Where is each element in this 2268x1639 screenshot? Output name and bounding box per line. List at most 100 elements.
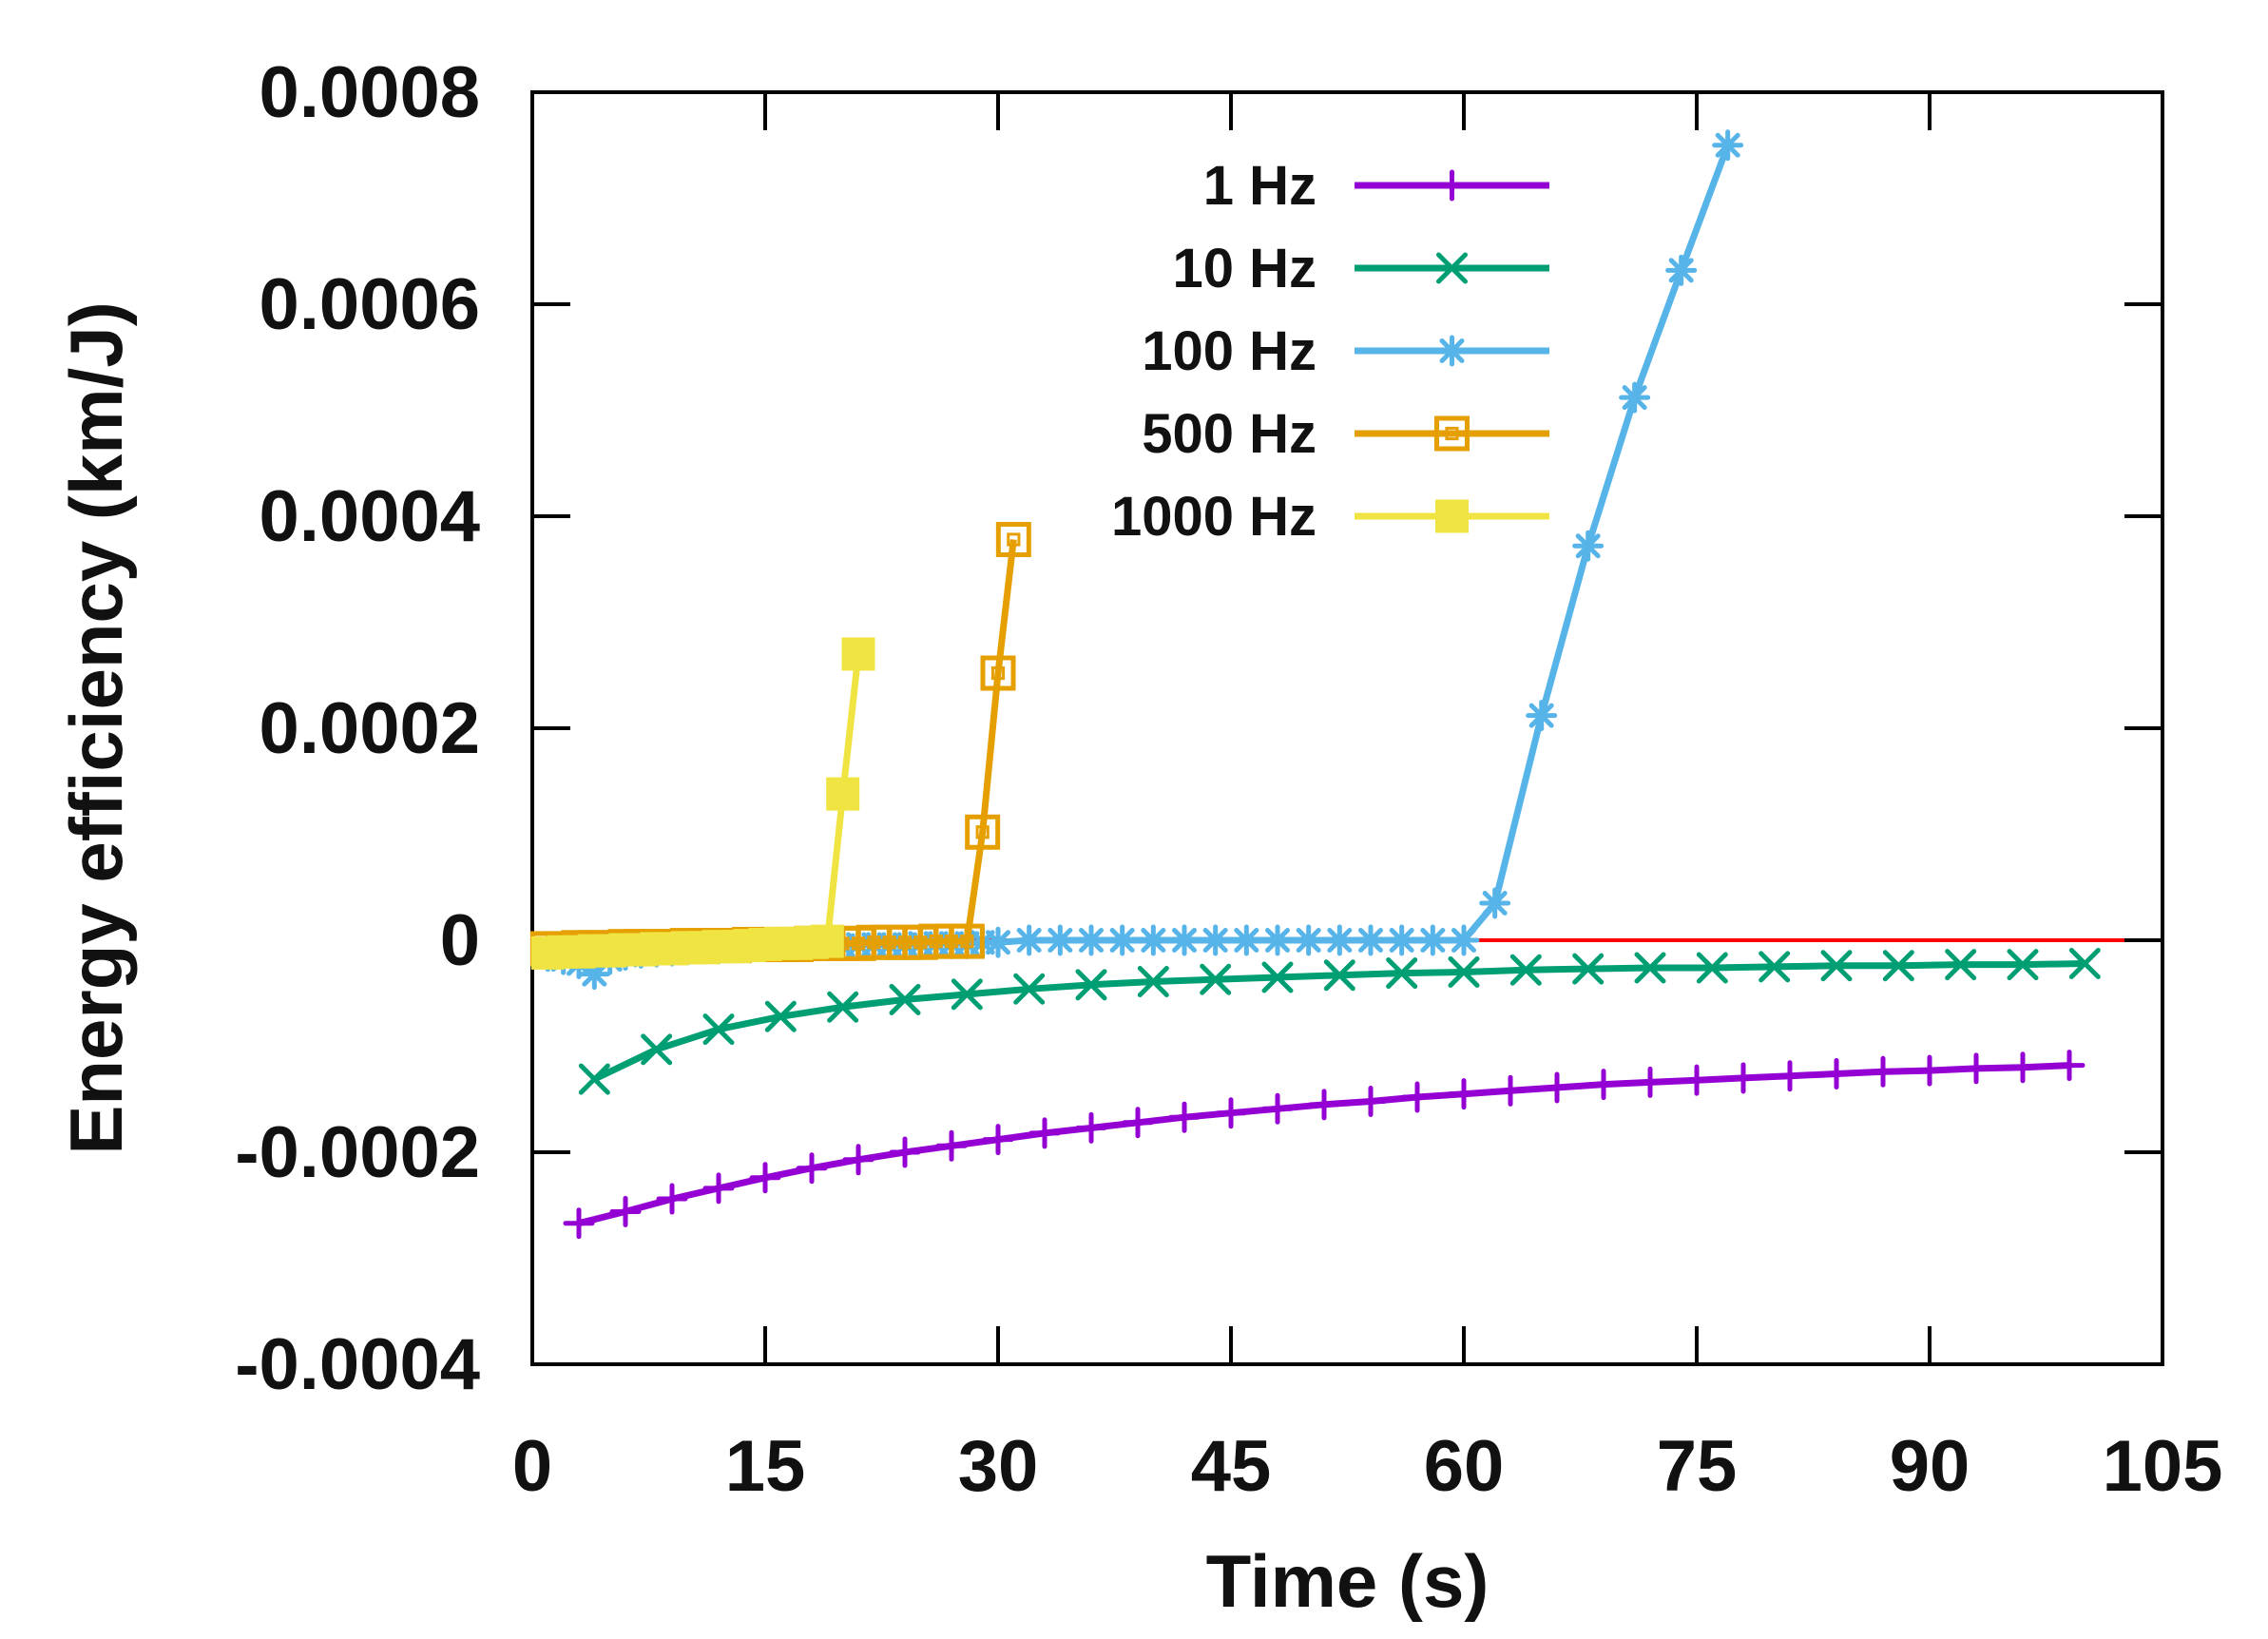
legend-label: 10 Hz bbox=[1172, 238, 1317, 299]
data-point-1-hz bbox=[1820, 1057, 1853, 1089]
data-point-1-hz bbox=[982, 1124, 1014, 1156]
data-point-1-hz bbox=[1913, 1054, 1946, 1087]
data-point-500-hz bbox=[995, 522, 1031, 558]
axis-ticks: -0.0004 -0.0002 0 0.0002 0.0004 0.0006 0.0008 0… bbox=[235, 52, 2222, 1507]
data-point-100-hz bbox=[1712, 129, 1744, 162]
x-tick-label: 90 bbox=[1890, 1426, 1970, 1507]
data-point-1-hz bbox=[1075, 1111, 1107, 1144]
legend-item-10-hz: 10 Hz bbox=[1172, 238, 1549, 299]
data-point-10-hz bbox=[1448, 955, 1480, 988]
data-point-100-hz bbox=[1230, 924, 1262, 956]
legend-marker bbox=[1436, 335, 1468, 367]
legend-marker bbox=[1434, 415, 1470, 452]
data-point-1-hz bbox=[1587, 1069, 1620, 1101]
data-point-1-hz bbox=[1448, 1078, 1480, 1110]
y-tick-label: -0.0002 bbox=[235, 1112, 480, 1193]
legend-item-500-hz: 500 Hz bbox=[1142, 403, 1549, 465]
data-point-1-hz bbox=[1634, 1066, 1666, 1098]
data-point-100-hz bbox=[1619, 381, 1651, 414]
data-point-1-hz bbox=[1541, 1071, 1573, 1104]
series-line-10-hz bbox=[592, 960, 2085, 1083]
data-point-1-hz bbox=[702, 1172, 735, 1205]
x-tick-label: 75 bbox=[1657, 1426, 1738, 1507]
data-point-100-hz bbox=[1572, 530, 1605, 562]
y-tick-label: -0.0004 bbox=[235, 1324, 480, 1405]
data-point-1000-hz bbox=[826, 777, 860, 811]
data-point-100-hz bbox=[982, 926, 1014, 958]
legend-item-1000-hz: 1000 Hz bbox=[1111, 486, 1549, 548]
data-point-1-hz bbox=[1168, 1101, 1201, 1133]
data-point-100-hz bbox=[1355, 924, 1387, 956]
legend-item-1-hz: 1 Hz bbox=[1203, 155, 1549, 217]
series-1-hz bbox=[563, 1050, 2085, 1240]
y-tick-label: 0.0002 bbox=[259, 688, 480, 769]
data-point-100-hz bbox=[1200, 924, 1232, 956]
data-point-1-hz bbox=[609, 1195, 642, 1227]
x-tick-label: 0 bbox=[512, 1426, 552, 1507]
y-axis-label: Energy efficiency (km/J) bbox=[54, 301, 138, 1154]
legend: 1 Hz 10 Hz 100 Hz 500 Hz 1000 Hz bbox=[1111, 155, 1549, 548]
data-point-10-hz bbox=[2007, 949, 2039, 981]
series-line-1000-hz bbox=[548, 653, 862, 956]
x-tick-label: 60 bbox=[1424, 1426, 1505, 1507]
legend-marker bbox=[1436, 169, 1468, 202]
data-point-10-hz bbox=[702, 1013, 735, 1046]
data-point-100-hz bbox=[1448, 924, 1480, 956]
data-point-1-hz bbox=[749, 1162, 781, 1194]
data-point-1-hz bbox=[935, 1129, 968, 1162]
data-point-500-hz bbox=[949, 923, 985, 959]
data-point-10-hz bbox=[1075, 969, 1107, 1001]
y-tick-label: 0 bbox=[440, 900, 480, 981]
series-500-hz bbox=[529, 522, 1031, 967]
data-point-10-hz bbox=[1137, 965, 1169, 997]
series-group bbox=[529, 129, 2101, 1240]
data-point-100-hz bbox=[1168, 924, 1201, 956]
data-point-10-hz bbox=[827, 991, 859, 1023]
data-point-10-hz bbox=[1386, 957, 1418, 990]
data-point-100-hz bbox=[1323, 924, 1355, 956]
x-tick-label: 30 bbox=[958, 1426, 1039, 1507]
data-point-500-hz bbox=[980, 655, 1016, 691]
legend-label: 100 Hz bbox=[1142, 320, 1317, 382]
legend-item-100-hz: 100 Hz bbox=[1142, 320, 1549, 382]
data-point-1-hz bbox=[563, 1207, 595, 1240]
data-point-10-hz bbox=[1572, 953, 1605, 985]
data-point-100-hz bbox=[1479, 887, 1511, 919]
legend-label: 1 Hz bbox=[1203, 155, 1317, 217]
data-point-1-hz bbox=[1401, 1081, 1433, 1113]
data-point-100-hz bbox=[1013, 924, 1046, 956]
data-point-1-hz bbox=[656, 1183, 688, 1215]
data-point-10-hz bbox=[1634, 952, 1666, 984]
data-point-1-hz bbox=[796, 1152, 828, 1185]
data-point-10-hz bbox=[1945, 949, 1977, 981]
data-point-1-hz bbox=[889, 1136, 921, 1168]
data-point-10-hz bbox=[1820, 950, 1853, 982]
x-tick-label: 45 bbox=[1191, 1426, 1272, 1507]
data-point-1000-hz bbox=[810, 924, 844, 958]
data-point-100-hz bbox=[1137, 924, 1169, 956]
data-point-1-hz bbox=[1727, 1062, 1759, 1094]
data-point-1-hz bbox=[1681, 1064, 1713, 1096]
series-line-500-hz bbox=[548, 539, 1017, 953]
series-line-100-hz bbox=[547, 144, 1731, 978]
data-point-100-hz bbox=[1386, 924, 1418, 956]
data-point-1-hz bbox=[1308, 1089, 1340, 1121]
data-point-10-hz bbox=[951, 978, 983, 1011]
data-point-1-hz bbox=[1355, 1085, 1387, 1117]
y-tick-label: 0.0004 bbox=[259, 476, 480, 557]
data-point-100-hz bbox=[1416, 924, 1449, 956]
data-point-100-hz bbox=[1293, 924, 1325, 956]
data-point-1-hz bbox=[842, 1144, 875, 1176]
x-tick-label: 105 bbox=[2103, 1426, 2223, 1507]
legend-label: 1000 Hz bbox=[1111, 486, 1317, 548]
data-point-100-hz bbox=[1044, 924, 1076, 956]
data-point-10-hz bbox=[1013, 973, 1046, 1005]
data-point-10-hz bbox=[1882, 950, 1914, 982]
data-point-10-hz bbox=[1696, 952, 1728, 984]
legend-label: 500 Hz bbox=[1142, 403, 1317, 465]
data-point-1-hz bbox=[1215, 1097, 1247, 1129]
data-point-500-hz bbox=[965, 814, 1001, 850]
data-point-1-hz bbox=[1494, 1074, 1527, 1107]
data-point-100-hz bbox=[1106, 924, 1139, 956]
data-point-10-hz bbox=[578, 1063, 610, 1095]
